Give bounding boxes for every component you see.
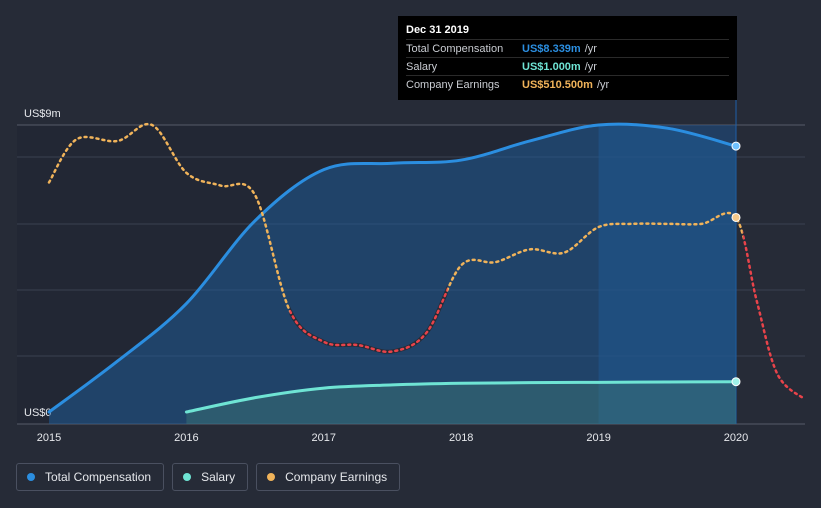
- tooltip-unit: /yr: [584, 60, 597, 73]
- legend-label: Company Earnings: [285, 470, 388, 484]
- salary-area: [186, 381, 736, 424]
- tooltip-row-salary: Salary US$1.000m /yr: [406, 57, 729, 75]
- salary-line: [184, 380, 738, 414]
- total-compensation-marker: [731, 141, 741, 151]
- chart-legend: Total Compensation Salary Company Earnin…: [16, 463, 401, 491]
- tooltip-value: US$1.000m: [522, 60, 581, 73]
- tooltip-label: Total Compensation: [406, 42, 504, 55]
- legend-item-company-earnings[interactable]: Company Earnings: [256, 463, 401, 491]
- tooltip-unit: /yr: [596, 78, 610, 91]
- x-tick-label: 2020: [724, 432, 748, 444]
- tooltip-label: Company Earnings: [406, 78, 500, 91]
- legend-dot-icon: [183, 473, 192, 481]
- x-tick-label: 2018: [449, 432, 473, 444]
- tooltip-label: Salary: [406, 60, 438, 73]
- company-earnings-negative-line: [289, 286, 448, 354]
- legend-dot-icon: [27, 473, 35, 481]
- x-tick-label: 2015: [37, 432, 61, 444]
- company-earnings-marker: [731, 212, 741, 222]
- tooltip-row-company-earnings: Company Earnings US$510.500m /yr: [406, 75, 729, 93]
- tooltip-date: Dec 31 2019: [406, 24, 469, 36]
- tooltip-value: US$510.500m: [522, 78, 593, 91]
- tooltip-row-total-compensation: Total Compensation US$8.339m /yr: [406, 39, 729, 57]
- chart-tooltip: Dec 31 2019 Total Compensation US$8.339m…: [398, 16, 737, 100]
- legend-label: Salary: [201, 470, 236, 484]
- tooltip-unit: /yr: [584, 42, 597, 55]
- legend-dot-icon: [267, 473, 276, 481]
- y-tick-label: US$9m: [24, 108, 61, 120]
- x-tick-label: 2016: [174, 432, 198, 444]
- tooltip-value: US$8.339m: [522, 42, 581, 55]
- x-tick-label: 2017: [312, 432, 336, 444]
- y-tick-label: US$0: [24, 407, 52, 419]
- total-compensation-area: [49, 124, 736, 424]
- legend-label: Total Compensation: [45, 470, 152, 484]
- x-tick-label: 2019: [586, 432, 610, 444]
- salary-marker: [731, 377, 741, 387]
- total-compensation-line: [47, 122, 738, 414]
- legend-item-salary[interactable]: Salary: [172, 463, 249, 491]
- legend-item-total-compensation[interactable]: Total Compensation: [16, 463, 165, 491]
